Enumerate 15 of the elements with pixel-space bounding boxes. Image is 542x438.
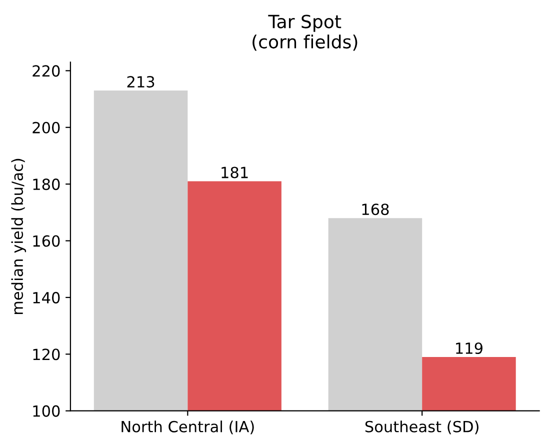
- y-axis-title: median yield (bu/ac): [11, 158, 26, 314]
- data-label: 181: [222, 166, 248, 178]
- y-tick-label: 160: [33, 235, 60, 247]
- data-label: 168: [362, 204, 389, 216]
- y-tick-label: 220: [32, 65, 60, 77]
- y-tick-label: 100: [33, 405, 60, 417]
- data-label: 119: [456, 342, 482, 354]
- y-tick-label: 200: [32, 122, 60, 134]
- x-tick-label: Southeast (SD): [365, 420, 478, 434]
- data-label: 213: [127, 76, 154, 88]
- chart-title: Tar Spot (corn fields): [252, 14, 358, 51]
- y-tick-label: 180: [33, 178, 60, 190]
- x-tick-label: North Central (IA): [122, 420, 254, 434]
- y-tick-label: 140: [33, 292, 60, 304]
- y-tick-label: 120: [33, 348, 60, 360]
